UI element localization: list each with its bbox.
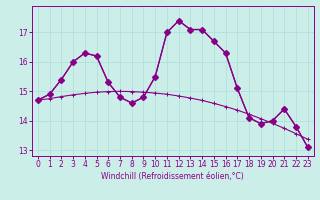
X-axis label: Windchill (Refroidissement éolien,°C): Windchill (Refroidissement éolien,°C): [101, 172, 244, 181]
